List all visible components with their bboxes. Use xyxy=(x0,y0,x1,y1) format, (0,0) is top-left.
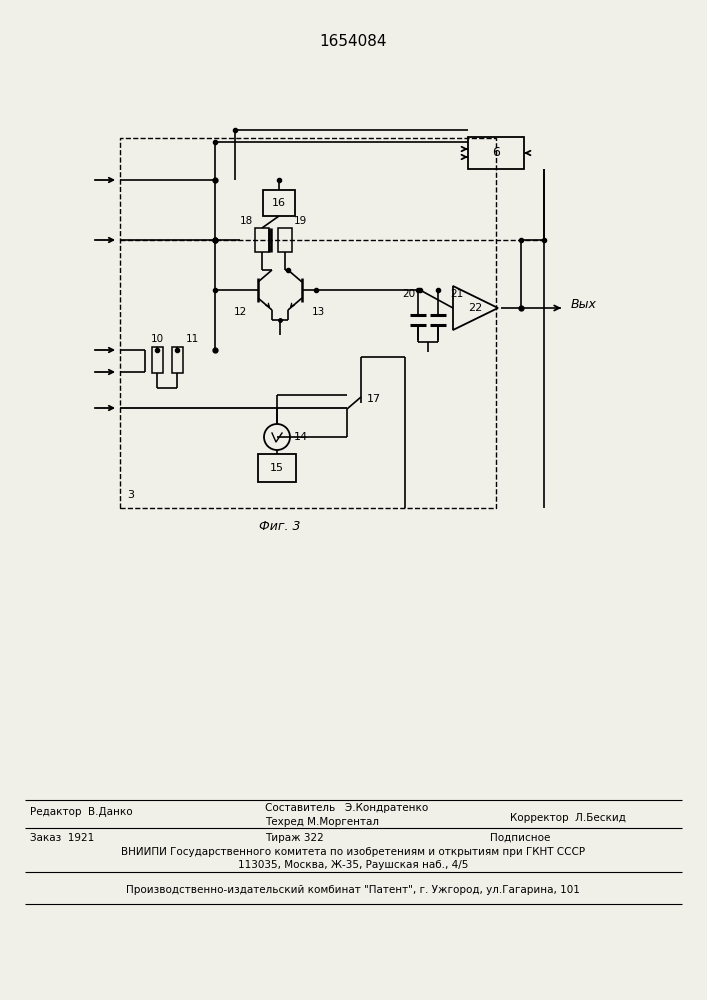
Text: 10: 10 xyxy=(151,334,163,344)
Bar xyxy=(278,228,292,252)
Text: 15: 15 xyxy=(270,463,284,473)
Bar xyxy=(152,347,163,373)
Text: 17: 17 xyxy=(367,394,381,404)
Bar xyxy=(263,190,295,216)
Text: 16: 16 xyxy=(272,198,286,208)
Bar xyxy=(255,228,269,252)
Text: Вых: Вых xyxy=(571,298,597,310)
Text: Техред М.Моргентал: Техред М.Моргентал xyxy=(265,817,379,827)
Text: 21: 21 xyxy=(450,289,463,299)
Text: 6: 6 xyxy=(492,146,500,159)
Bar xyxy=(172,347,183,373)
Text: Подписное: Подписное xyxy=(490,833,550,843)
Text: Заказ  1921: Заказ 1921 xyxy=(30,833,94,843)
Text: Редактор  В.Данко: Редактор В.Данко xyxy=(30,807,133,817)
Text: 22: 22 xyxy=(468,303,482,313)
Text: 18: 18 xyxy=(240,216,253,226)
Text: Фиг. 3: Фиг. 3 xyxy=(259,520,300,534)
Bar xyxy=(468,137,524,169)
Text: Производственно-издательский комбинат "Патент", г. Ужгород, ул.Гагарина, 101: Производственно-издательский комбинат "П… xyxy=(126,885,580,895)
Text: 19: 19 xyxy=(294,216,308,226)
Bar xyxy=(258,454,296,482)
Text: 14: 14 xyxy=(294,432,308,442)
Text: Составитель   Э.Кондратенко: Составитель Э.Кондратенко xyxy=(265,803,428,813)
Bar xyxy=(120,138,496,508)
Text: Тираж 322: Тираж 322 xyxy=(265,833,324,843)
Text: 1654084: 1654084 xyxy=(320,34,387,49)
Text: ВНИИПИ Государственного комитета по изобретениям и открытиям при ГКНТ СССР: ВНИИПИ Государственного комитета по изоб… xyxy=(121,847,585,857)
Text: 3: 3 xyxy=(127,490,134,500)
Text: 11: 11 xyxy=(186,334,199,344)
Text: Корректор  Л.Бескид: Корректор Л.Бескид xyxy=(510,813,626,823)
Text: 12: 12 xyxy=(233,307,247,317)
Text: 113035, Москва, Ж-35, Раушская наб., 4/5: 113035, Москва, Ж-35, Раушская наб., 4/5 xyxy=(238,860,468,870)
Text: 20: 20 xyxy=(402,289,415,299)
Text: 13: 13 xyxy=(311,307,325,317)
